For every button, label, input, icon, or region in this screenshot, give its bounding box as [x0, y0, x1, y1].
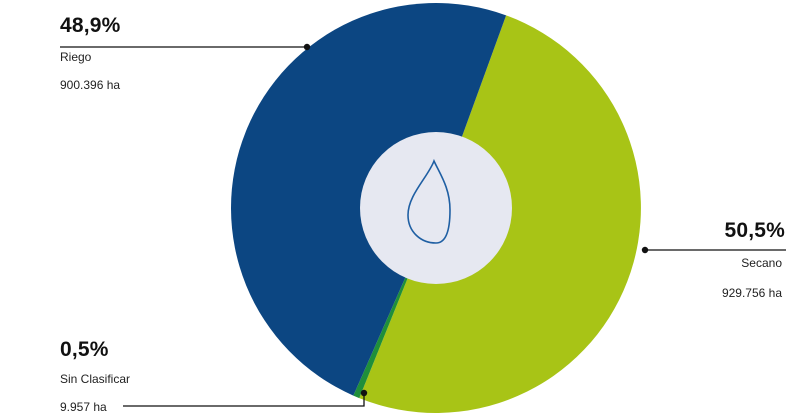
riego-percent: 48,9% [60, 14, 121, 37]
donut-center [360, 132, 512, 284]
sin-clasificar-area: 9.957 ha [60, 400, 107, 414]
riego-label: Riego [60, 50, 92, 64]
leader-line-sin-clasificar [123, 393, 365, 407]
secano-area: 929.756 ha [721, 286, 782, 300]
sin-clasificar-label: Sin Clasificar [60, 372, 131, 386]
secano-percent: 50,5% [724, 219, 785, 242]
sin-clasificar-percent: 0,5% [60, 338, 109, 361]
leader-dot-secano [641, 246, 649, 254]
leader-lines [60, 43, 786, 407]
secano-label: Secano [741, 256, 782, 270]
water-drop-icon [407, 158, 451, 244]
riego-area: 900.396 ha [60, 78, 121, 92]
leader-dot-riego [303, 43, 311, 51]
leader-dot-sin-clasificar [360, 389, 368, 397]
